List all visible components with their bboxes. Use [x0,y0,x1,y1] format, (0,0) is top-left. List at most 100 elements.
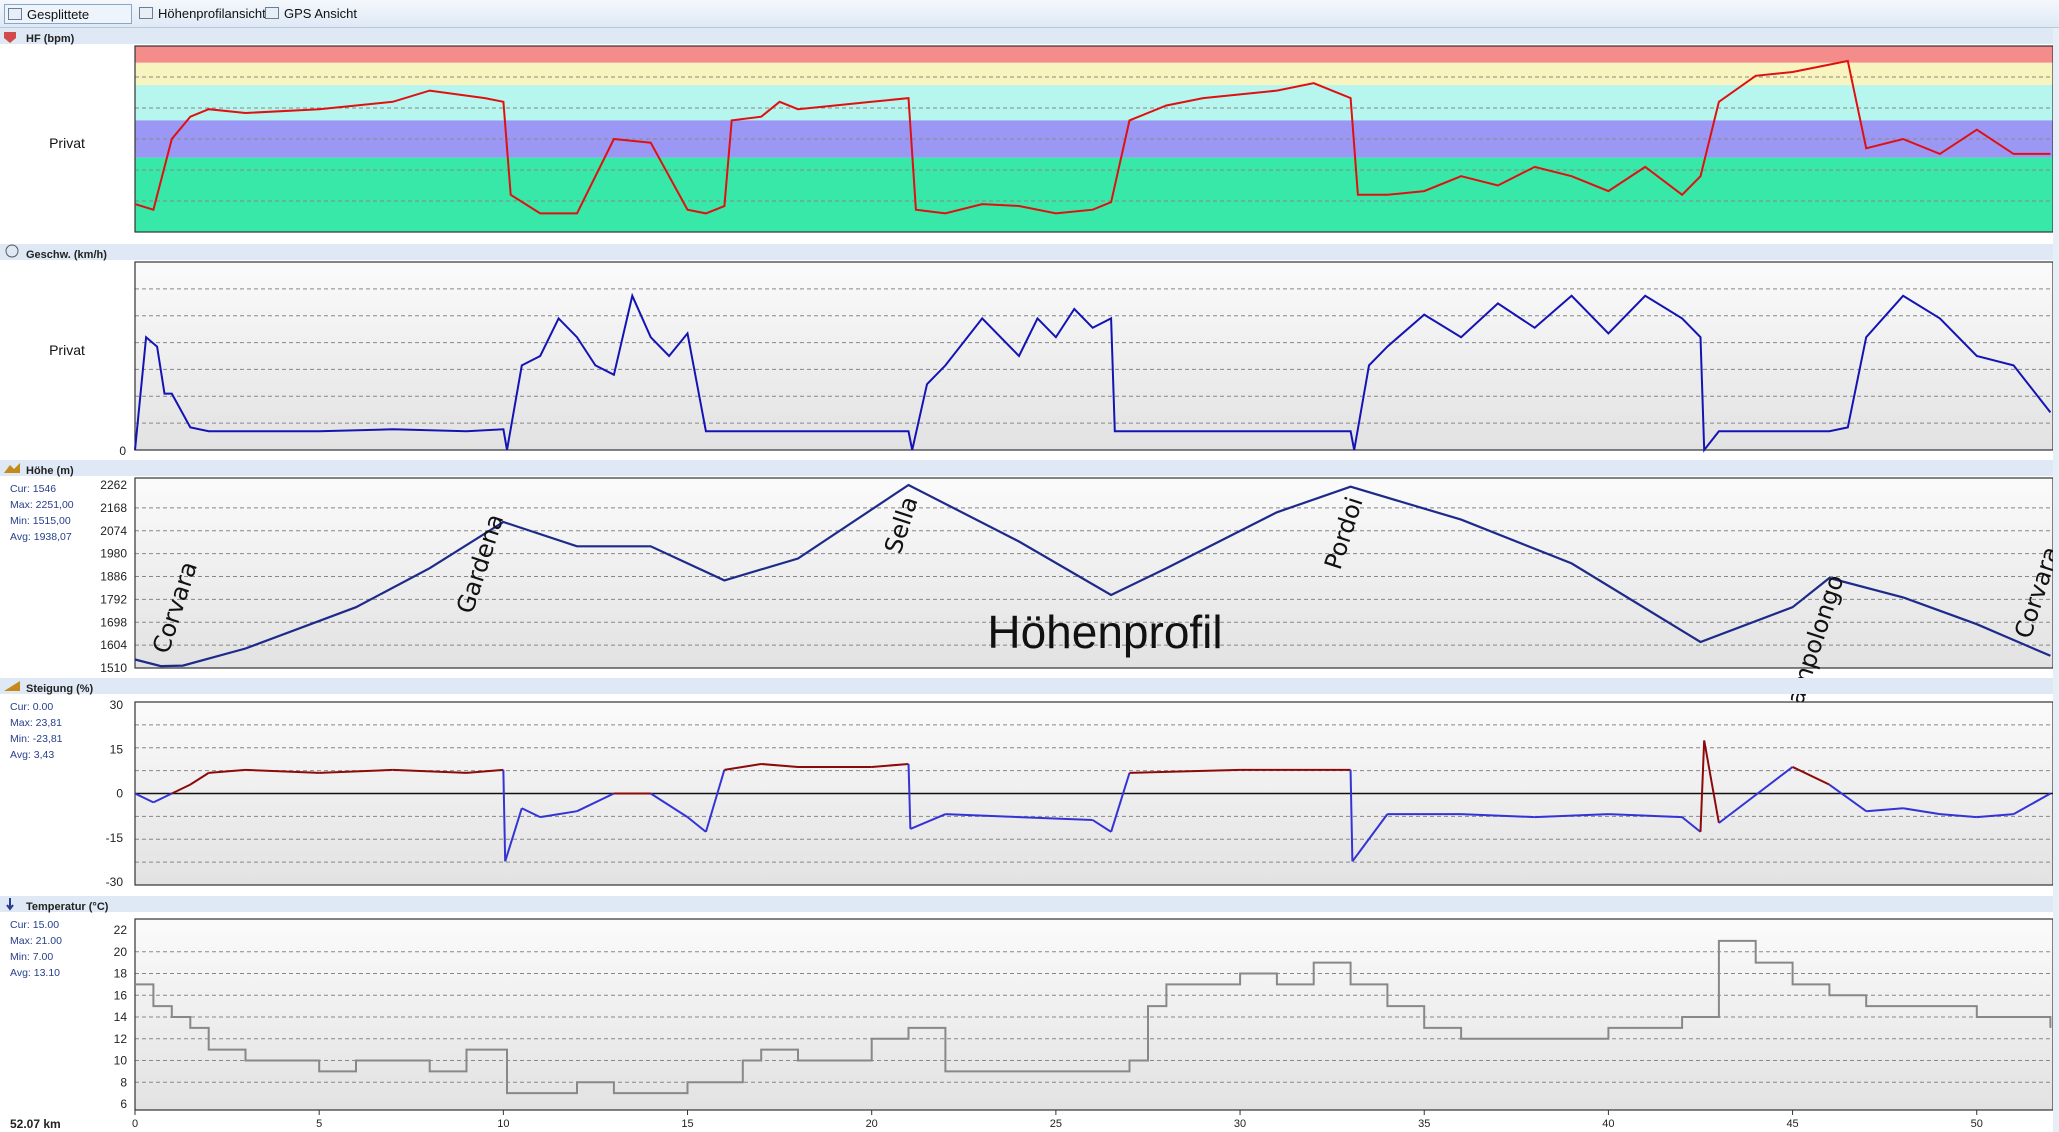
grade-segment [1718,766,1794,824]
speed-label: Privat [49,342,85,358]
grade-segment [134,792,154,804]
hr-zone [135,157,2053,232]
grade-segment [540,810,578,819]
x-tick-label: 30 [1234,1118,1246,1130]
temperature-tick-label: 20 [114,945,128,959]
hr-zone [135,62,2053,86]
grade-segment [1129,768,1241,774]
grade-ticks: 30 15 0 -15 -30 [106,698,124,889]
elevation-tick-label: 2168 [100,501,127,515]
grade-tick-label: 30 [110,698,124,712]
tab-split-view[interactable]: Gesplittete Ansicht [4,4,132,42]
elevation-tick-label: 1604 [100,638,127,652]
grade-segment [1902,807,1941,816]
temperature-min: Min: 7.00 [10,951,53,963]
elevation-min: Min: 1515,00 [10,515,71,527]
x-tick-label: 10 [497,1118,509,1130]
grade-segment [1792,766,1830,786]
grade-line [134,740,2051,862]
grade-segment [1681,816,1702,833]
speed-zero-tick: 0 [119,444,126,458]
grade-segment [1828,783,1867,813]
x-tick-label: 45 [1786,1118,1798,1130]
hr-zone [135,85,2053,121]
x-tick-label: 40 [1602,1118,1614,1130]
split-view-icon [8,8,22,20]
elevation-max: Max: 2251,00 [10,499,74,511]
x-tick-label: 20 [866,1118,878,1130]
grade-segment [392,768,467,774]
gps-view-icon [265,7,279,19]
elevation-tick-label: 1792 [100,592,127,606]
grade-segment [945,813,1020,819]
speed-title: Geschw. (km/h) [26,249,107,261]
temperature-tick-label: 16 [114,988,128,1002]
grade-segment [466,768,504,774]
elevation-tick-label: 2262 [100,478,127,492]
temperature-avg: Avg: 13.10 [10,967,60,979]
mountain-icon [4,463,20,473]
elevation-tick-label: 2074 [100,524,127,538]
grade-segment [152,792,173,804]
grade-segment [724,763,762,771]
grade-segment [1976,813,2014,819]
temperature-cur: Cur: 15.00 [10,919,59,931]
hr-panel: HF (bpm) Privat [0,28,2059,242]
hr-title: HF (bpm) [26,33,75,45]
tab-gps-view[interactable]: GPS Ansicht [262,4,362,24]
elevation-panel: Höhe (m) Cur: 1546 Max: 2251,00 Min: 151… [0,460,2059,724]
elevation-gridlines [135,507,2053,646]
right-scroll-edge[interactable] [2053,28,2059,1132]
temperature-tick-label: 6 [120,1097,127,1111]
thermometer-icon [6,898,14,911]
grade-panel: Steigung (%) Cur: 0.00 Max: 23,81 Min: -… [0,678,2059,889]
grade-min: Min: -23,81 [10,733,63,745]
temperature-max: Max: 21.00 [10,935,62,947]
grade-segment [208,768,246,774]
elevation-watermark: Höhenprofil [987,606,1222,658]
view-toolbar: Gesplittete Ansicht Höhenprofilansicht G… [0,0,2059,42]
hr-zone [135,46,2053,63]
grade-max: Max: 23,81 [10,717,62,729]
grade-segment [871,763,909,768]
elevation-tick-label: 1510 [100,661,127,675]
grade-segment [909,813,946,830]
grade-segment [189,772,210,786]
tab-elevation-view-label: Höhenprofilansicht [158,6,266,21]
hr-line [134,59,2051,215]
hr-gridlines [135,76,2053,202]
grade-segment [1939,813,1977,819]
temperature-gridlines [135,951,2053,1083]
elevation-line [134,483,2051,668]
x-axis: 52.07 km 0 5 10 15 20 25 30 35 40 45 50 [0,1110,2059,1132]
x-axis-ticks: 0 5 10 15 20 25 30 35 40 45 50 [132,1110,1983,1130]
grade-segment [761,763,799,768]
elevation-tick-label: 1980 [100,547,127,561]
grade-segment [576,792,615,813]
temperature-panel: Temperatur (°C) Cur: 15.00 Max: 21.00 Mi… [0,896,2059,1111]
x-tick-label: 0 [132,1118,138,1130]
total-distance: 52.07 km [10,1117,61,1131]
grade-title: Steigung (%) [26,683,94,695]
slope-icon [4,681,20,691]
grade-segment [1351,813,1389,862]
grade-segment [704,769,726,833]
elevation-tick-label: 1698 [100,615,127,629]
grade-cur: Cur: 0.00 [10,701,53,713]
elevation-cur: Cur: 1546 [10,483,56,495]
grade-segment [245,768,320,774]
speed-line [134,292,2052,453]
tab-elevation-view[interactable]: Höhenprofilansicht [136,4,266,24]
grade-segment [1534,813,1609,819]
grade-segment [1092,819,1112,833]
multi-panel-chart: HF (bpm) Privat Geschw. (km/h) Privat 0 … [0,28,2059,1132]
grade-segment [171,783,191,795]
temperature-tick-label: 14 [114,1010,128,1024]
x-tick-label: 35 [1418,1118,1430,1130]
grade-segment [686,816,707,833]
grade-tick-label: 15 [110,742,124,756]
speed-panel: Geschw. (km/h) Privat 0 [0,244,2059,458]
x-tick-label: 5 [316,1118,322,1130]
grade-segment [504,807,523,862]
grade-tick-label: 0 [116,787,123,801]
